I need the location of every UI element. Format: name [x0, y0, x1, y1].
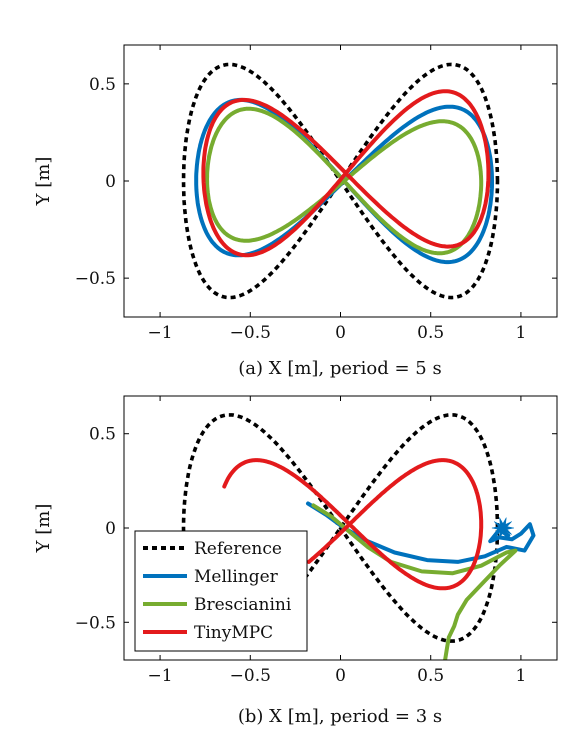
caption-a: (a) X [m], period = 5 s	[238, 358, 441, 379]
plot-area-a	[181, 62, 500, 300]
x-tick-label: 0.5	[417, 323, 444, 343]
plot-area-b	[181, 413, 536, 660]
x-tick-label: 0	[335, 323, 346, 343]
x-tick-label: 0.5	[417, 666, 444, 686]
series-line-mellinger-a	[194, 97, 494, 265]
series-line-reference-a	[181, 62, 500, 300]
y-tick-label: 0	[105, 519, 116, 539]
series-line-reference-b	[181, 413, 500, 643]
y-tick-label: −0.5	[75, 613, 116, 633]
crash-burst-shape	[491, 517, 514, 539]
legend-entry-mellinger: Mellinger	[143, 567, 279, 587]
x-tick-label: −1	[148, 323, 173, 343]
crash-burst-icon	[491, 517, 514, 539]
legend-label-mellinger: Mellinger	[194, 567, 279, 587]
x-tick-label: −0.5	[230, 666, 271, 686]
panel-b: −1 −0.5 0 0.5 1 −0.5 0 0.5 Y [m] (b) X [m], per…	[33, 395, 558, 727]
legend: Reference Mellinger Brescianini TinyMPC	[134, 530, 308, 652]
ticks-b: −1 −0.5 0 0.5 1 −0.5 0 0.5	[75, 396, 557, 686]
panel-a: −1 −0.5 0 0.5 1 −0.5 0 0.5 Y [m] (a) X [m], per…	[33, 44, 558, 379]
y-axis-label-b: Y [m]	[33, 504, 54, 554]
x-tick-label: 1	[516, 323, 527, 343]
x-tick-label: 0	[335, 666, 346, 686]
legend-label-reference: Reference	[194, 539, 282, 559]
x-tick-label: −1	[148, 666, 173, 686]
y-axis-label-a: Y [m]	[33, 157, 54, 207]
y-tick-label: 0.5	[89, 75, 116, 95]
legend-entry-brescianini: Brescianini	[143, 595, 292, 615]
caption-b: (b) X [m], period = 3 s	[238, 706, 442, 727]
series-line-brescianini-a	[205, 106, 484, 256]
series-line-tinympc-a	[201, 89, 491, 258]
legend-label-tinympc: TinyMPC	[194, 623, 273, 643]
legend-label-brescianini: Brescianini	[194, 595, 292, 615]
legend-entry-reference: Reference	[143, 539, 282, 559]
series-line-tinympc-b	[222, 458, 484, 591]
y-tick-label: 0.5	[89, 425, 116, 445]
y-tick-label: −0.5	[75, 269, 116, 289]
x-tick-label: 1	[516, 666, 527, 686]
series-line-brescianini-b	[311, 503, 518, 660]
legend-entry-tinympc: TinyMPC	[143, 623, 273, 643]
x-tick-label: −0.5	[230, 323, 271, 343]
ticks-a: −1 −0.5 0 0.5 1 −0.5 0 0.5	[75, 45, 557, 343]
y-tick-label: 0	[105, 172, 116, 192]
